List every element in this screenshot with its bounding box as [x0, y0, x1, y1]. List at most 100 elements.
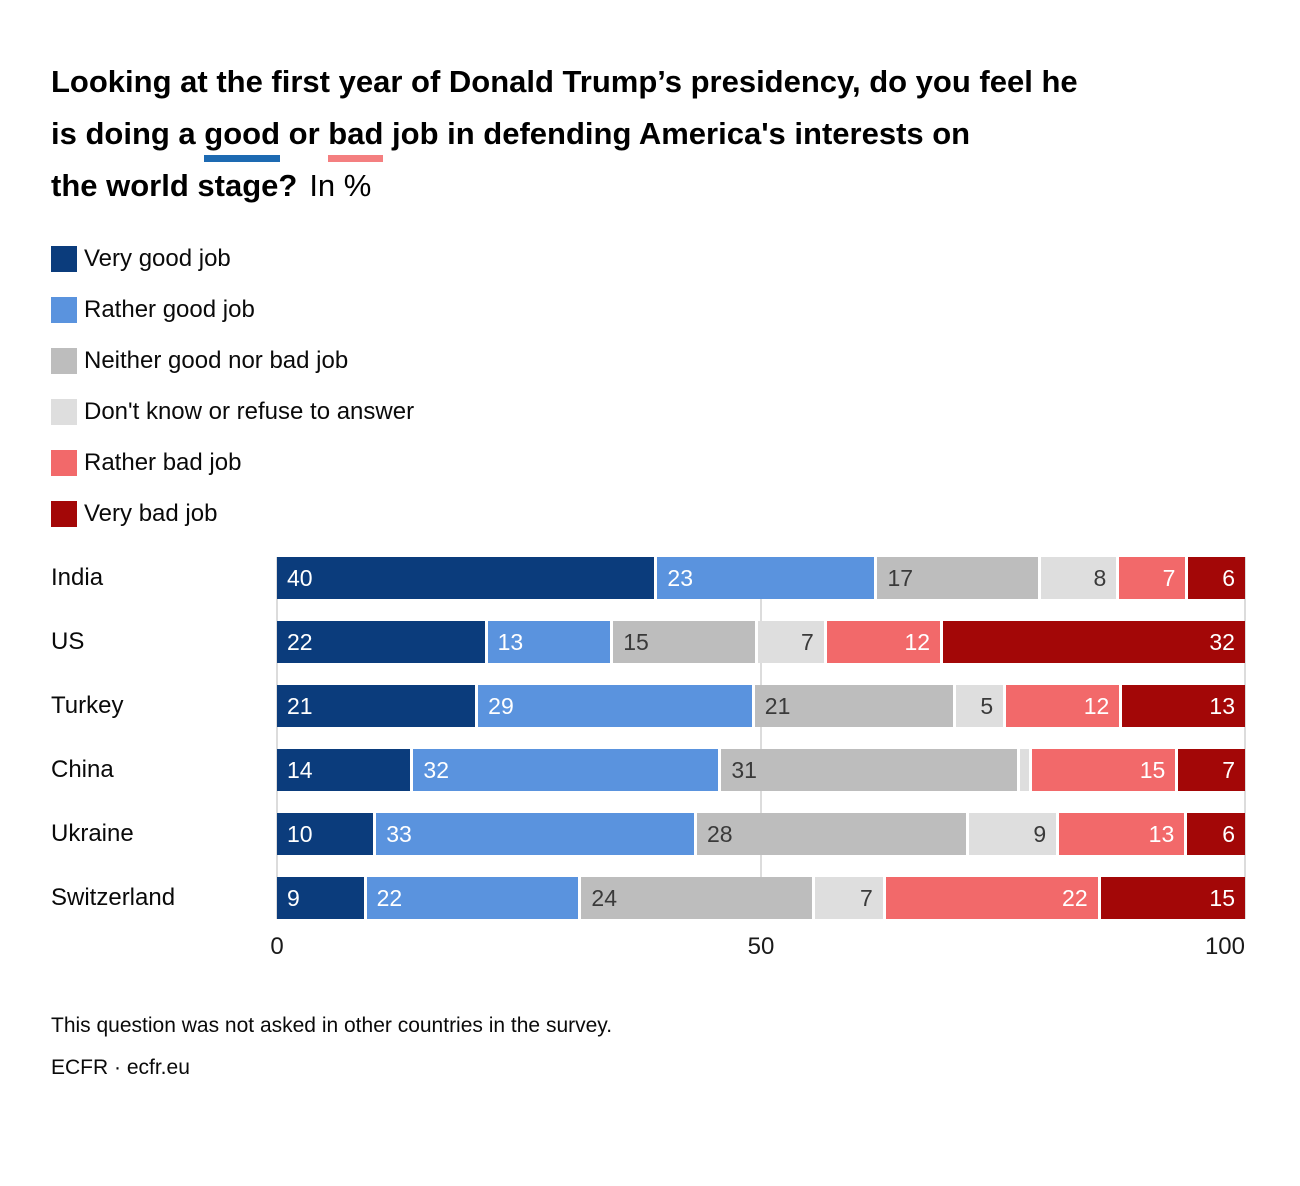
- title-line-2: is doing a good or bad job in defending …: [51, 108, 1245, 162]
- segment-value-label: 28: [706, 820, 733, 847]
- bar-segment: 17: [877, 557, 1038, 599]
- segment-value-label: 8: [1093, 564, 1107, 591]
- segment-value-label: 13: [1148, 820, 1175, 847]
- bar-row: India 40 23 17 8 7 6: [51, 557, 1245, 599]
- segment-value-label: 9: [1033, 820, 1047, 847]
- segment-value-label: 14: [287, 756, 313, 783]
- segment-value-label: 32: [1209, 628, 1235, 655]
- bar-segment: 32: [413, 749, 719, 791]
- bar-segment: 40: [277, 557, 655, 599]
- bar-segment: 22: [277, 621, 485, 663]
- bar-row: China 14 32 31 15 7: [51, 749, 1245, 791]
- segment-value-label: 5: [980, 692, 994, 719]
- bar-segment: 10: [277, 813, 374, 855]
- bar-segment: 21: [754, 685, 953, 727]
- legend-label: Neither good nor bad job: [84, 347, 349, 374]
- legend-item: Neither good nor bad job: [51, 348, 1245, 374]
- gridline: [1244, 557, 1246, 919]
- bar-segment: 28: [696, 813, 967, 855]
- bar-segment: 23: [657, 557, 875, 599]
- axis-tick-label: 50: [747, 933, 775, 960]
- segment-value-label: 6: [1222, 820, 1235, 847]
- chart-title: Looking at the first year of Donald Trum…: [51, 56, 1245, 212]
- segment-value-label: 22: [376, 884, 403, 911]
- segment-value-label: 7: [1162, 564, 1176, 591]
- segment-value-label: 7: [1222, 756, 1235, 783]
- bar-rows: India 40 23 17 8 7 6 US 22 13 15 7 12 32 Turkey 21 29 21 5…: [51, 557, 1246, 919]
- legend-item: Very good job: [51, 246, 1245, 272]
- stacked-bar: 22 13 15 7 12 32: [277, 621, 1245, 663]
- legend-label: Very good job: [84, 245, 231, 272]
- bar-segment: 22: [366, 877, 579, 919]
- source-line: ECFR · ecfr.eu: [51, 1056, 190, 1079]
- segment-value-label: 12: [1083, 692, 1110, 719]
- bar-segment: [1019, 749, 1030, 791]
- bar-segment: 9: [277, 877, 364, 919]
- segment-value-label: 7: [801, 628, 814, 655]
- gridline: [760, 557, 762, 919]
- segment-value-label: 13: [497, 628, 524, 655]
- stacked-bar: 10 33 28 9 13 6: [277, 813, 1245, 855]
- legend-swatch: [51, 348, 77, 374]
- segment-value-label: 7: [860, 884, 873, 911]
- segment-value-label: 24: [591, 884, 618, 911]
- segment-value-label: 40: [287, 564, 313, 591]
- stacked-bar: 9 22 24 7 22 15: [277, 877, 1246, 919]
- x-axis: 0 50 100: [270, 933, 1245, 967]
- bar-segment: 9: [969, 813, 1057, 855]
- segment-value-label: 6: [1222, 564, 1235, 591]
- title-line-3: the world stage? In %: [51, 168, 372, 203]
- bar-segment: 7: [815, 877, 883, 919]
- bar-segment: 8: [1040, 557, 1117, 599]
- country-label: China: [51, 756, 114, 783]
- bar-segment: 13: [487, 621, 611, 663]
- gridline: [276, 557, 278, 919]
- legend-swatch: [51, 297, 77, 323]
- bar-segment: 6: [1188, 557, 1245, 599]
- bar-segment: 7: [757, 621, 824, 663]
- bar-segment: 12: [1006, 685, 1120, 727]
- bar-segment: 15: [613, 621, 755, 663]
- segment-value-label: 22: [1062, 884, 1088, 911]
- bar-segment: 15: [1032, 749, 1176, 791]
- bar-row: US 22 13 15 7 12 32: [51, 621, 1245, 663]
- segment-value-label: 29: [488, 692, 514, 719]
- bar-row: Turkey 21 29 21 5 12 13: [51, 685, 1246, 727]
- country-label: Ukraine: [51, 820, 134, 847]
- bar-segment: 12: [826, 621, 941, 663]
- legend-item: Very bad job: [51, 501, 1245, 527]
- stacked-bar: 40 23 17 8 7 6: [277, 557, 1245, 599]
- segment-value-label: 23: [667, 564, 694, 591]
- bar-segment: 24: [581, 877, 813, 919]
- bad-underlined-word: bad: [328, 116, 384, 162]
- legend-swatch: [51, 399, 77, 425]
- legend-label: Rather bad job: [84, 449, 242, 476]
- bar-segment: 15: [1100, 877, 1246, 919]
- bar-segment: 22: [885, 877, 1098, 919]
- bar-row: Ukraine 10 33 28 9 13 6: [51, 813, 1245, 855]
- axis-tick-label: 100: [1204, 933, 1245, 960]
- legend-label: Very bad job: [84, 500, 218, 527]
- footer: This question was not asked in other cou…: [51, 1011, 1245, 1083]
- bar-segment: 7: [1119, 557, 1186, 599]
- country-label: Switzerland: [51, 884, 176, 911]
- legend-item: Rather good job: [51, 297, 1245, 323]
- country-label: Turkey: [51, 692, 124, 719]
- segment-value-label: 32: [423, 756, 450, 783]
- segment-value-label: 9: [287, 884, 300, 911]
- good-underlined-word: good: [204, 116, 281, 162]
- country-label: US: [51, 628, 85, 655]
- chart-subtitle: In %: [309, 168, 372, 203]
- segment-value-label: 12: [904, 628, 931, 655]
- legend-label: Don't know or refuse to answer: [84, 398, 415, 425]
- bar-segment: 6: [1187, 813, 1245, 855]
- segment-value-label: 33: [386, 820, 412, 847]
- segment-value-label: 15: [1139, 756, 1166, 783]
- segment-value-label: 13: [1209, 692, 1236, 719]
- bar-segment: 7: [1178, 749, 1245, 791]
- bar-segment: 13: [1122, 685, 1246, 727]
- stacked-bar-chart: India 40 23 17 8 7 6 US 22 13 15 7 12 32 Turkey 21 29 21 5…: [51, 557, 1246, 967]
- bar-segment: 13: [1059, 813, 1185, 855]
- segment-value-label: 10: [287, 820, 313, 847]
- bar-segment: 32: [943, 621, 1245, 663]
